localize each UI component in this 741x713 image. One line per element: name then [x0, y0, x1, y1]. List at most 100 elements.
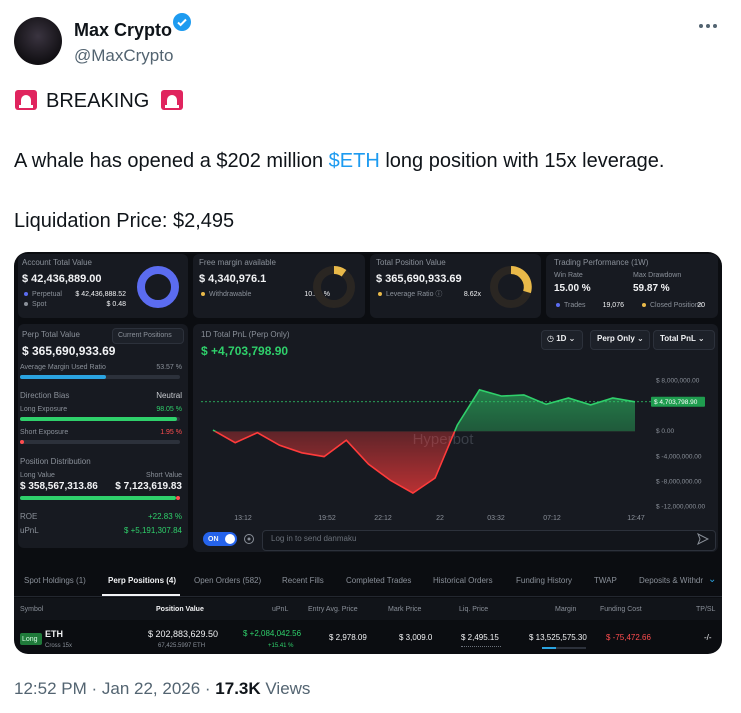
x-tick-label: 19:52 — [318, 515, 336, 522]
tab[interactable]: Funding History — [516, 576, 573, 585]
side: Long — [22, 636, 38, 643]
tab[interactable]: Deposits & Withdr — [639, 576, 704, 585]
send-icon[interactable] — [697, 533, 709, 545]
text: A whale has opened a $202 million — [14, 150, 329, 172]
current-value-label: $ 4,703,798.90 — [654, 399, 698, 406]
value: $ +5,191,307.84 — [123, 526, 182, 535]
position-size: 67,425.5997 ETH — [158, 643, 206, 649]
area-positive — [213, 389, 635, 432]
views-label: Views — [260, 679, 311, 698]
placeholder[interactable]: Log in to send danmaku — [271, 534, 357, 543]
more-menu[interactable] — [697, 22, 719, 30]
column-header[interactable]: Symbol — [20, 606, 44, 613]
column-header[interactable]: TP/SL — [696, 606, 716, 613]
label: Trades — [556, 302, 586, 309]
button-label[interactable]: Perp Only — [597, 334, 635, 343]
label: Average Margin Used Ratio — [20, 364, 106, 371]
progress-fill — [20, 440, 24, 444]
verified-badge[interactable] — [172, 12, 192, 32]
tab[interactable]: Perp Positions (4) — [108, 576, 177, 585]
column-header[interactable]: Position Value — [156, 606, 204, 613]
label: Max Drawdown — [633, 272, 682, 279]
value: 59.87 % — [633, 283, 670, 294]
active-tab-indicator — [102, 594, 180, 596]
value: $ 0.48 — [106, 301, 126, 308]
y-tick-label: $ -8,000,000.00 — [656, 479, 702, 486]
toggle-knob[interactable] — [225, 534, 235, 544]
tab[interactable]: Recent Fills — [282, 576, 324, 585]
tab[interactable]: Completed Trades — [346, 576, 412, 585]
tabs-scroll[interactable]: ⌄ — [708, 574, 717, 585]
column-header[interactable]: Entry Avg. Price — [308, 606, 358, 613]
icon[interactable] — [243, 533, 255, 545]
button[interactable] — [653, 330, 715, 350]
distribution-long — [20, 496, 176, 500]
button-label[interactable]: Perp Only ⌄ — [597, 334, 644, 343]
column-header[interactable]: Liq. Price — [459, 606, 489, 613]
label: Direction Bias — [20, 391, 70, 400]
dashboard-image[interactable]: Account Total Value $ 42,436,889.00 Perp… — [14, 252, 722, 654]
column-header[interactable]: Margin — [555, 606, 577, 613]
donut — [137, 266, 179, 308]
label: Closed Positions — [642, 302, 702, 309]
tweet-text: Liquidation Price: $2,495 — [14, 210, 235, 232]
button-label[interactable]: ◷ 1D ⌄ — [547, 334, 576, 343]
column-header[interactable]: uPnL — [272, 606, 289, 613]
column-header[interactable]: Funding Cost — [600, 606, 642, 613]
value: 20 — [697, 302, 705, 309]
label: Total Position Value — [376, 258, 446, 267]
table-header — [14, 598, 722, 620]
toggle-label[interactable]: ON — [208, 536, 219, 543]
button[interactable] — [541, 330, 583, 350]
margin-fill — [542, 647, 556, 649]
value: $ 42,436,889.00 — [22, 273, 102, 285]
card — [546, 254, 718, 318]
tp-sl: -/- — [704, 633, 712, 642]
value: 8.62x — [463, 291, 481, 298]
donut — [313, 265, 355, 308]
button[interactable] — [590, 330, 650, 350]
label: Leverage Ratio ⓘ — [378, 291, 442, 298]
button[interactable] — [112, 328, 184, 344]
cashtag[interactable]: $ETH — [328, 150, 380, 172]
headline: BREAKING — [46, 90, 150, 112]
tab[interactable]: Spot Holdings (1) — [24, 576, 86, 585]
avatar[interactable] — [14, 17, 62, 65]
y-tick-label: $ 0.00 — [656, 428, 674, 435]
label: Position Distribution — [20, 457, 91, 466]
author-name[interactable]: Max Crypto — [74, 20, 173, 40]
value: 98.05 % — [156, 406, 182, 413]
toggle[interactable] — [203, 532, 237, 546]
symbol[interactable]: ETH — [45, 629, 63, 639]
button-label[interactable]: Current Positions — [118, 332, 172, 339]
label: Withdrawable — [201, 291, 251, 298]
mark-price: $ 3,009.0 — [399, 633, 433, 642]
x-tick-label: 13:12 — [234, 515, 252, 522]
tab[interactable]: Historical Orders — [433, 576, 493, 585]
column-header[interactable]: Mark Price — [388, 606, 422, 613]
tab[interactable]: Open Orders (582) — [194, 576, 262, 585]
timestamp[interactable]: 12:52 PM · Jan 22, 2026 · — [14, 679, 216, 698]
label: Short Value — [145, 472, 182, 479]
value: Neutral — [156, 391, 182, 400]
y-tick-label: $ 8,000,000.00 — [656, 378, 700, 385]
pnl-line — [212, 388, 636, 432]
tweet-meta: 12:52 PM · Jan 22, 2026 · 17.3K Views — [14, 680, 310, 697]
x-tick-label: 22 — [436, 515, 444, 522]
handle[interactable]: @MaxCrypto — [74, 46, 174, 65]
chart-title: 1D Total PnL (Perp Only) — [201, 330, 290, 339]
button-label[interactable]: 1D — [556, 334, 567, 343]
side-badge — [20, 633, 42, 645]
area-negative — [215, 431, 455, 494]
label: Win Rate — [554, 272, 583, 279]
button-label[interactable]: Total PnL — [660, 334, 696, 343]
label: Free margin available — [199, 258, 276, 267]
x-tick-label: 22:12 — [374, 515, 392, 522]
button-label[interactable]: Total PnL ⌄ — [660, 334, 705, 343]
entry-price: $ 2,978.09 — [329, 633, 367, 642]
siren-icon — [15, 90, 37, 110]
upnl: $ +2,084,042.56 — [243, 629, 302, 638]
tab[interactable]: TWAP — [594, 576, 617, 585]
danmaku-input[interactable] — [262, 530, 716, 551]
margin-track — [542, 647, 586, 649]
